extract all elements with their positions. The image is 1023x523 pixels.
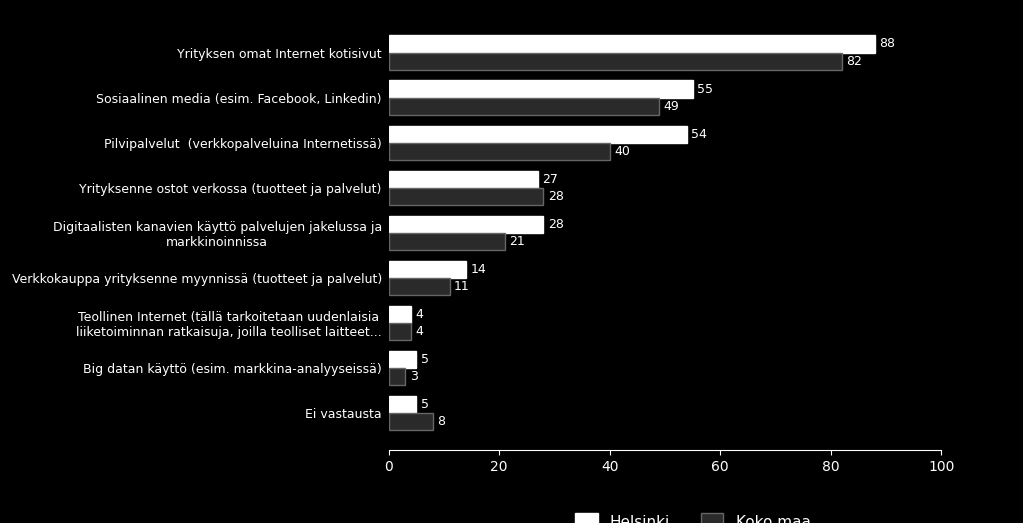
Text: 8: 8 (438, 415, 445, 428)
Text: 27: 27 (542, 173, 559, 186)
Text: 55: 55 (697, 83, 713, 96)
Text: 11: 11 (454, 280, 470, 293)
Text: 4: 4 (415, 308, 424, 321)
Bar (389, 98, 660, 115)
Bar (389, 143, 610, 160)
Bar (389, 170, 538, 188)
Text: 3: 3 (410, 370, 417, 383)
Bar (389, 188, 543, 205)
Bar (389, 126, 687, 143)
Text: 54: 54 (692, 128, 707, 141)
Text: 14: 14 (471, 263, 486, 276)
Text: 49: 49 (664, 100, 679, 112)
Text: 28: 28 (548, 190, 564, 203)
Bar (389, 81, 693, 98)
Text: 21: 21 (509, 235, 525, 248)
Bar (389, 351, 416, 368)
Bar (389, 396, 416, 413)
Bar (389, 215, 543, 233)
Text: 5: 5 (420, 353, 429, 366)
Legend: Helsinki, Koko maa: Helsinki, Koko maa (569, 507, 816, 523)
Text: 40: 40 (614, 145, 630, 158)
Text: 5: 5 (420, 398, 429, 411)
Bar (389, 52, 842, 70)
Bar (389, 306, 411, 323)
Bar (389, 233, 504, 250)
Text: 82: 82 (846, 54, 862, 67)
Bar (389, 278, 449, 295)
Bar (389, 323, 411, 340)
Text: 4: 4 (415, 325, 424, 338)
Text: 88: 88 (880, 38, 895, 51)
Bar (389, 368, 405, 385)
Bar (389, 260, 466, 278)
Text: 28: 28 (548, 218, 564, 231)
Bar (389, 413, 433, 430)
Bar (389, 36, 875, 52)
